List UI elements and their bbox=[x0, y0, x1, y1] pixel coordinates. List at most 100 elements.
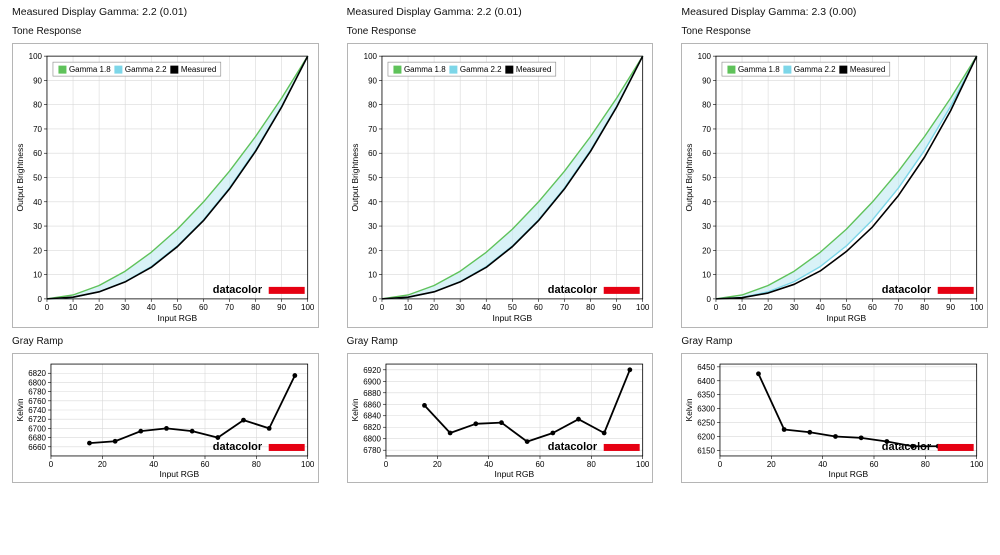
gray-ramp-panel: 0204060801006780680068206840686068806900… bbox=[347, 353, 654, 483]
svg-text:20: 20 bbox=[764, 303, 773, 312]
tone-response-panel: 0102030405060708090100010203040506070809… bbox=[347, 43, 654, 328]
svg-text:6660: 6660 bbox=[28, 443, 46, 452]
tone-response-title: Tone Response bbox=[347, 26, 654, 37]
svg-text:0: 0 bbox=[714, 303, 719, 312]
tone-response-chart: 0102030405060708090100010203040506070809… bbox=[348, 44, 653, 327]
svg-text:60: 60 bbox=[199, 303, 208, 312]
svg-text:Input RGB: Input RGB bbox=[829, 469, 869, 479]
svg-text:100: 100 bbox=[29, 52, 43, 61]
svg-text:90: 90 bbox=[612, 303, 621, 312]
svg-text:datacolor: datacolor bbox=[882, 284, 932, 296]
svg-text:20: 20 bbox=[702, 246, 711, 255]
svg-text:90: 90 bbox=[33, 76, 42, 85]
svg-text:datacolor: datacolor bbox=[547, 441, 597, 453]
svg-text:40: 40 bbox=[816, 303, 825, 312]
svg-text:6780: 6780 bbox=[363, 446, 381, 455]
column-0: Measured Display Gamma: 2.2 (0.01)Tone R… bbox=[12, 2, 319, 483]
svg-text:10: 10 bbox=[738, 303, 747, 312]
svg-text:80: 80 bbox=[252, 460, 261, 469]
svg-text:20: 20 bbox=[433, 460, 442, 469]
svg-text:70: 70 bbox=[225, 303, 234, 312]
gray-ramp-panel: 0204060801006150620062506300635064006450… bbox=[681, 353, 988, 483]
svg-text:50: 50 bbox=[842, 303, 851, 312]
svg-text:6700: 6700 bbox=[28, 424, 46, 433]
svg-text:Gamma 2.2: Gamma 2.2 bbox=[794, 65, 836, 74]
svg-text:40: 40 bbox=[149, 460, 158, 469]
svg-text:Kelvin: Kelvin bbox=[15, 398, 25, 421]
tone-response-chart: 0102030405060708090100010203040506070809… bbox=[682, 44, 987, 327]
svg-text:70: 70 bbox=[33, 125, 42, 134]
gray-ramp-chart: 0204060801006780680068206840686068806900… bbox=[348, 354, 653, 482]
svg-text:6740: 6740 bbox=[28, 406, 46, 415]
svg-text:datacolor: datacolor bbox=[547, 284, 597, 296]
svg-text:60: 60 bbox=[870, 460, 879, 469]
svg-text:80: 80 bbox=[251, 303, 260, 312]
svg-text:10: 10 bbox=[403, 303, 412, 312]
svg-text:20: 20 bbox=[95, 303, 104, 312]
svg-text:6800: 6800 bbox=[363, 435, 381, 444]
svg-text:6820: 6820 bbox=[28, 369, 46, 378]
svg-text:50: 50 bbox=[33, 174, 42, 183]
svg-text:6680: 6680 bbox=[28, 434, 46, 443]
svg-text:6840: 6840 bbox=[363, 412, 381, 421]
tone-response-chart: 0102030405060708090100010203040506070809… bbox=[13, 44, 318, 327]
svg-text:6250: 6250 bbox=[698, 419, 716, 428]
svg-text:6350: 6350 bbox=[698, 391, 716, 400]
svg-text:90: 90 bbox=[947, 303, 956, 312]
svg-text:80: 80 bbox=[920, 303, 929, 312]
svg-text:100: 100 bbox=[636, 460, 650, 469]
gray-ramp-chart: 0204060801006150620062506300635064006450… bbox=[682, 354, 987, 482]
svg-text:50: 50 bbox=[173, 303, 182, 312]
svg-text:100: 100 bbox=[301, 460, 315, 469]
svg-text:50: 50 bbox=[508, 303, 517, 312]
svg-text:80: 80 bbox=[33, 101, 42, 110]
measured-gamma-header: Measured Display Gamma: 2.2 (0.01) bbox=[12, 6, 319, 18]
svg-text:Input RGB: Input RGB bbox=[160, 469, 200, 479]
svg-text:6150: 6150 bbox=[698, 446, 716, 455]
svg-text:30: 30 bbox=[33, 222, 42, 231]
tone-response-panel: 0102030405060708090100010203040506070809… bbox=[12, 43, 319, 328]
svg-text:40: 40 bbox=[33, 198, 42, 207]
gray-ramp-title: Gray Ramp bbox=[12, 336, 319, 347]
svg-text:40: 40 bbox=[484, 460, 493, 469]
svg-text:20: 20 bbox=[368, 246, 377, 255]
svg-text:40: 40 bbox=[147, 303, 156, 312]
svg-text:0: 0 bbox=[379, 303, 384, 312]
svg-text:6820: 6820 bbox=[363, 423, 381, 432]
svg-text:40: 40 bbox=[368, 198, 377, 207]
svg-text:80: 80 bbox=[586, 303, 595, 312]
svg-text:20: 20 bbox=[98, 460, 107, 469]
svg-text:6400: 6400 bbox=[698, 377, 716, 386]
column-1: Measured Display Gamma: 2.2 (0.01)Tone R… bbox=[347, 2, 654, 483]
svg-text:80: 80 bbox=[921, 460, 930, 469]
svg-text:6200: 6200 bbox=[698, 432, 716, 441]
svg-text:30: 30 bbox=[790, 303, 799, 312]
svg-text:40: 40 bbox=[702, 198, 711, 207]
svg-text:80: 80 bbox=[702, 101, 711, 110]
svg-text:6920: 6920 bbox=[363, 366, 381, 375]
svg-text:Output Brightness: Output Brightness bbox=[350, 144, 360, 212]
svg-text:0: 0 bbox=[49, 460, 54, 469]
svg-text:100: 100 bbox=[363, 52, 377, 61]
svg-text:6720: 6720 bbox=[28, 415, 46, 424]
svg-text:Gamma 2.2: Gamma 2.2 bbox=[125, 65, 167, 74]
svg-text:Input RGB: Input RGB bbox=[494, 469, 534, 479]
svg-text:30: 30 bbox=[368, 222, 377, 231]
svg-text:50: 50 bbox=[368, 174, 377, 183]
svg-text:0: 0 bbox=[383, 460, 388, 469]
svg-text:Output Brightness: Output Brightness bbox=[15, 144, 25, 212]
svg-text:0: 0 bbox=[372, 295, 377, 304]
tone-response-title: Tone Response bbox=[681, 26, 988, 37]
svg-text:30: 30 bbox=[121, 303, 130, 312]
svg-text:50: 50 bbox=[702, 174, 711, 183]
svg-text:80: 80 bbox=[587, 460, 596, 469]
svg-text:0: 0 bbox=[707, 295, 712, 304]
svg-text:Gamma 2.2: Gamma 2.2 bbox=[460, 65, 502, 74]
svg-text:20: 20 bbox=[767, 460, 776, 469]
svg-text:0: 0 bbox=[45, 303, 50, 312]
svg-text:6880: 6880 bbox=[363, 389, 381, 398]
svg-text:10: 10 bbox=[33, 271, 42, 280]
svg-text:90: 90 bbox=[368, 76, 377, 85]
svg-text:100: 100 bbox=[636, 303, 650, 312]
svg-text:60: 60 bbox=[201, 460, 210, 469]
